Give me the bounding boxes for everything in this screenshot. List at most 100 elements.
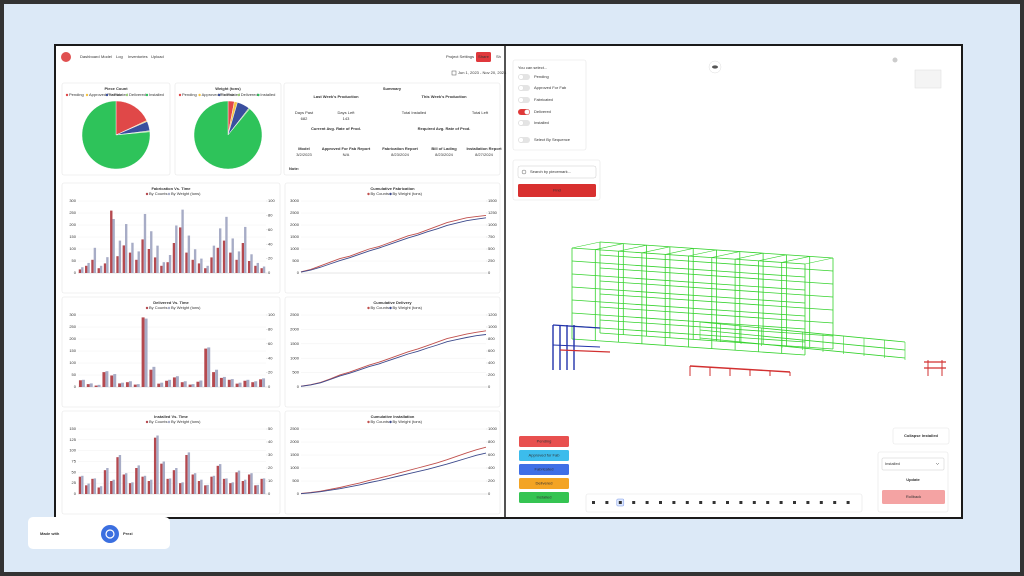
legend-swatch: [367, 306, 370, 310]
rollback-button[interactable]: [882, 490, 945, 504]
y2-tick-label: 800: [488, 439, 495, 444]
y-tick-label: 0: [74, 491, 77, 496]
find-label[interactable]: Find: [553, 188, 561, 193]
bar: [235, 383, 239, 387]
status-label[interactable]: Approved for Fab: [529, 453, 561, 458]
status-label[interactable]: Pending: [537, 439, 552, 444]
chevron: [935, 462, 940, 465]
collapse-button[interactable]: Collapse Installed: [904, 433, 939, 438]
y-tick-label: 500: [292, 258, 299, 263]
bar: [222, 240, 226, 273]
nav-item[interactable]: Upload: [151, 54, 164, 59]
bar: [175, 225, 178, 273]
stat-value: 143: [343, 116, 350, 121]
bar: [181, 209, 184, 273]
y2-tick-label: 600: [488, 452, 495, 457]
bar: [116, 457, 119, 494]
bar: [85, 485, 88, 494]
y2-tick-label: 500: [488, 246, 495, 251]
nav-item[interactable]: Log: [116, 54, 123, 59]
legend-swatch: [389, 306, 392, 310]
legend-label: By Counts: [371, 191, 389, 196]
toggle-label[interactable]: Delivered: [534, 109, 551, 114]
nav-item[interactable]: Inventories: [128, 54, 148, 59]
y2-tick-label: 0: [268, 270, 271, 275]
bar: [187, 452, 191, 494]
badge[interactable]: [28, 517, 170, 549]
report-label: Fabrication Report: [382, 146, 418, 151]
find-button[interactable]: [518, 184, 596, 197]
logo: [61, 52, 71, 62]
report-label: Model: [298, 146, 310, 151]
y-tick-label: 2500: [290, 210, 300, 215]
bar: [199, 380, 203, 387]
legend-swatch: [145, 306, 149, 310]
card: [283, 82, 501, 176]
model-beam: [781, 256, 810, 263]
y2-tick-label: 0: [268, 384, 271, 389]
rollback-label[interactable]: Rollback: [906, 494, 921, 499]
status-button[interactable]: [519, 492, 569, 503]
model-beam: [571, 241, 601, 249]
y-tick-label: 100: [69, 360, 76, 365]
chart-title: Installed Vs. Time: [154, 414, 188, 419]
model-beam: [735, 252, 764, 260]
status-select-label[interactable]: Installed: [885, 461, 900, 466]
model-beam: [665, 248, 694, 255]
legend-label: Fabricated: [221, 92, 240, 97]
status-label[interactable]: Fabricated: [535, 467, 554, 472]
bar: [136, 384, 140, 387]
pie-slice: [81, 100, 151, 170]
y2-tick-label: 80: [268, 212, 273, 217]
toggle-knob: [518, 120, 524, 126]
y-tick-label: 2000: [290, 222, 300, 227]
bar: [216, 247, 219, 273]
toggle-label[interactable]: Installed: [534, 120, 549, 125]
card: [284, 410, 501, 515]
update-button[interactable]: Update: [906, 477, 920, 482]
y2-tick-label: 50: [268, 426, 273, 431]
status-button[interactable]: [519, 478, 569, 489]
model-beam: [688, 249, 717, 257]
y-tick-label: 0: [74, 384, 77, 389]
toggle-label[interactable]: Pending: [534, 74, 549, 79]
bar: [156, 435, 159, 494]
tool-glyph: [752, 501, 756, 504]
toggle-label[interactable]: Select By Sequence: [534, 137, 571, 142]
legend-swatch: [167, 192, 171, 196]
bar: [137, 251, 140, 273]
bar: [207, 347, 211, 387]
bar: [118, 455, 122, 494]
tool-glyph: [672, 501, 676, 504]
bar: [210, 476, 213, 494]
status-label[interactable]: Delivered: [536, 481, 553, 486]
eye-icon: [712, 65, 718, 69]
bar: [204, 485, 207, 494]
status-button[interactable]: [519, 464, 569, 475]
project-settings[interactable]: Project Settings: [446, 54, 474, 59]
tool-glyph: [819, 501, 823, 504]
status-select[interactable]: [881, 457, 945, 471]
search-input[interactable]: [517, 165, 597, 179]
status-label[interactable]: Installed: [537, 495, 552, 500]
share-label[interactable]: Share: [478, 54, 489, 59]
nav-item[interactable]: Model: [101, 54, 112, 59]
y2-tick-label: 1500: [488, 198, 498, 203]
share-button[interactable]: [476, 52, 491, 62]
y-tick-label: 100: [69, 246, 76, 251]
bar: [168, 478, 172, 494]
model-beam: [618, 244, 647, 252]
y2-tick-label: 200: [488, 478, 495, 483]
status-button[interactable]: [519, 450, 569, 461]
nav-item[interactable]: Dashboard: [80, 54, 100, 59]
toggle-label[interactable]: Fabricated: [534, 97, 553, 102]
prezi-logo-inner: [105, 529, 115, 539]
y2-tick-label: 400: [488, 465, 495, 470]
y2-tick-label: 200: [488, 372, 495, 377]
tool-glyph: [793, 501, 796, 504]
status-button[interactable]: [519, 436, 569, 447]
line-series: [300, 330, 487, 387]
toggle-label[interactable]: Approved For Fab: [534, 85, 567, 90]
legend-label: Pending: [69, 92, 84, 97]
y2-tick-label: 1250: [488, 210, 498, 215]
